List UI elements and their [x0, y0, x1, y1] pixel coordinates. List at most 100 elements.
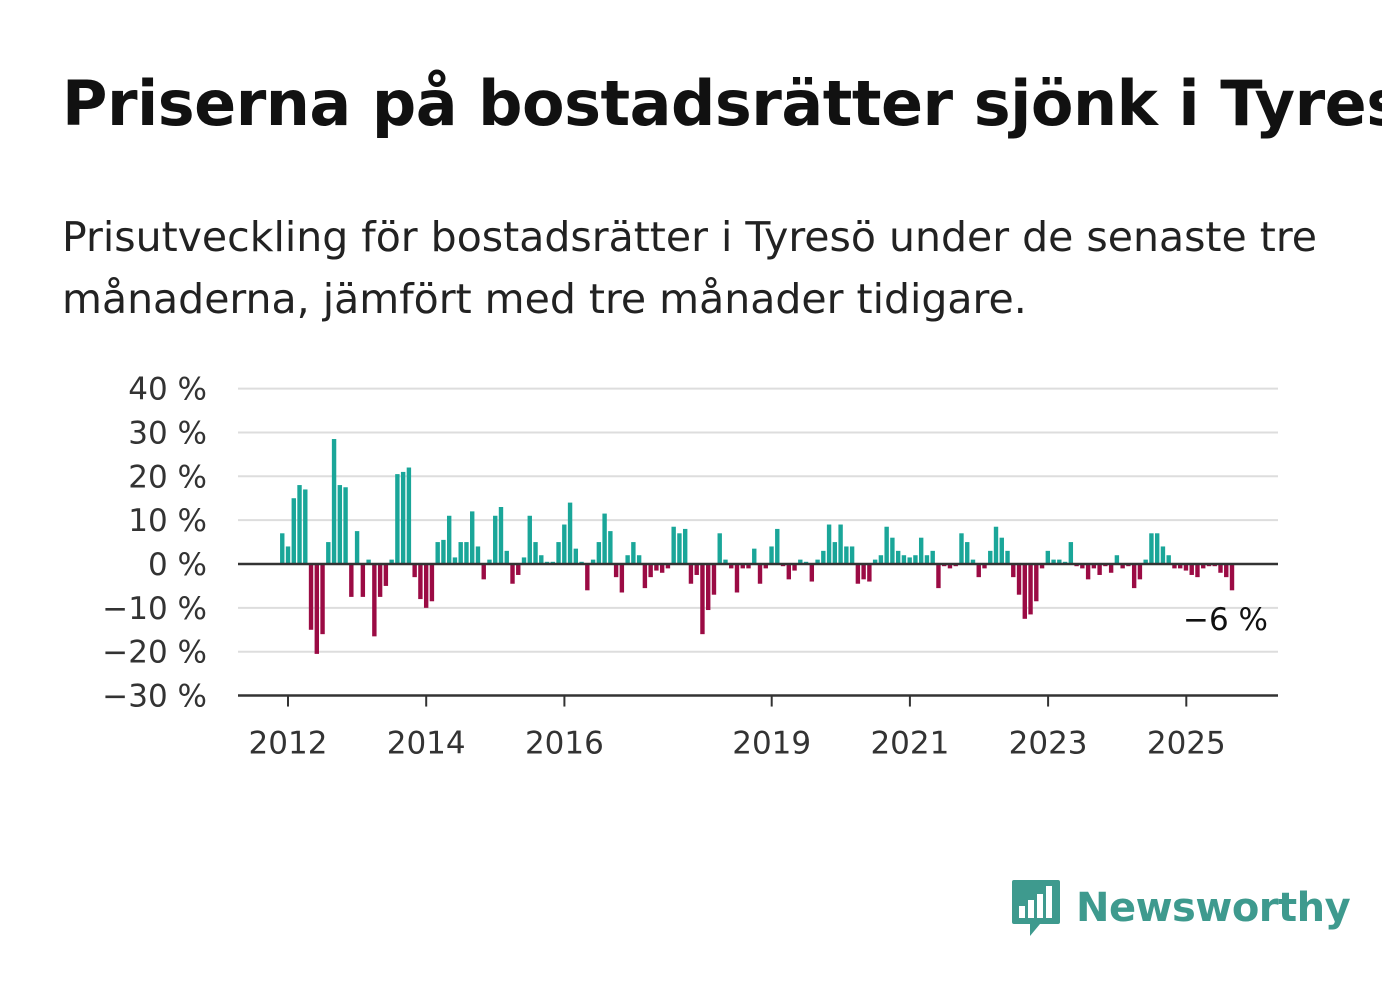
bar [798, 559, 803, 564]
bar [849, 546, 855, 564]
bar [821, 550, 826, 564]
bar [314, 564, 319, 654]
bar [470, 511, 475, 564]
bar [493, 515, 498, 564]
bar [878, 555, 884, 564]
bar [861, 564, 866, 580]
bar [890, 537, 895, 564]
bar [976, 564, 981, 578]
bar [291, 498, 296, 564]
bar [1120, 564, 1125, 569]
bar [366, 559, 371, 564]
bar [959, 533, 964, 564]
x-tick-label: 2014 [387, 726, 466, 762]
bar [1172, 564, 1177, 569]
bar [1178, 564, 1183, 569]
bar [1166, 555, 1171, 564]
bar [475, 546, 481, 564]
bar [936, 564, 941, 589]
bar [982, 564, 987, 569]
bar [372, 564, 377, 637]
bar [354, 531, 360, 564]
bar [740, 564, 745, 569]
bar [694, 564, 699, 575]
bar [832, 542, 838, 564]
bar [423, 564, 429, 608]
bar [377, 564, 383, 597]
bar [280, 533, 285, 564]
bar [308, 564, 314, 630]
bar [1034, 564, 1039, 602]
bar [763, 564, 768, 569]
bar [826, 524, 832, 564]
bar [585, 564, 590, 591]
bar [636, 555, 642, 564]
chart-title: Priserna på bostadsrätter sjönk i Tyresö [62, 67, 1382, 140]
bar [567, 502, 573, 564]
bar [855, 564, 861, 584]
chart-subtitle: Prisutveckling för bostadsrätter i Tyres… [62, 213, 1318, 323]
bar [498, 507, 504, 564]
bar [464, 542, 469, 564]
bars [280, 439, 1235, 654]
bar [504, 550, 509, 564]
bar [1045, 550, 1051, 564]
bar [1224, 564, 1229, 578]
bar [1229, 564, 1235, 591]
bar [412, 564, 417, 578]
bar [435, 542, 440, 564]
bar [613, 564, 619, 578]
bar [625, 555, 630, 564]
bar [757, 564, 763, 584]
bar [481, 564, 486, 580]
bar [441, 539, 446, 564]
bar [418, 564, 423, 600]
bar [907, 557, 912, 564]
bar [303, 489, 308, 564]
bar [383, 564, 389, 586]
bar [1201, 564, 1206, 569]
bar [700, 564, 705, 635]
newsworthy-logo: Newsworthy [1010, 878, 1351, 938]
bar [682, 528, 688, 564]
y-tick-label: 30 % [128, 415, 207, 451]
y-tick-label: 0 % [148, 547, 207, 583]
bar [1091, 564, 1097, 569]
bar [573, 548, 579, 564]
bar [516, 564, 521, 575]
bar [671, 526, 676, 564]
bar [988, 550, 993, 564]
bar [723, 559, 728, 564]
bar [659, 564, 665, 573]
bar [487, 559, 492, 564]
bar [947, 564, 953, 569]
bar [1016, 564, 1022, 595]
bar [533, 542, 538, 564]
bar [1218, 564, 1223, 573]
bar [1022, 564, 1027, 619]
x-tick-label: 2023 [1009, 726, 1088, 762]
bar [654, 564, 659, 571]
bar [970, 559, 976, 564]
bar [775, 528, 780, 564]
bar [562, 524, 567, 564]
bar [648, 564, 653, 578]
bar [1028, 564, 1033, 615]
y-axis-labels: 40 % 30 % 20 % 10 % 0 % −10 % −20 % −30 % [102, 372, 207, 715]
bar [1039, 564, 1045, 569]
y-tick-label: −20 % [102, 635, 207, 671]
bar [734, 564, 740, 593]
bar [1160, 546, 1166, 564]
bar [1137, 564, 1143, 580]
bar [717, 533, 722, 564]
bar [1011, 564, 1016, 578]
bar [1195, 564, 1200, 578]
bar [349, 564, 354, 597]
bar [872, 559, 878, 564]
bar [1114, 555, 1120, 564]
bar [895, 550, 901, 564]
bar [452, 557, 458, 564]
bar [343, 487, 348, 564]
bar [631, 542, 636, 564]
bar [1143, 559, 1148, 564]
